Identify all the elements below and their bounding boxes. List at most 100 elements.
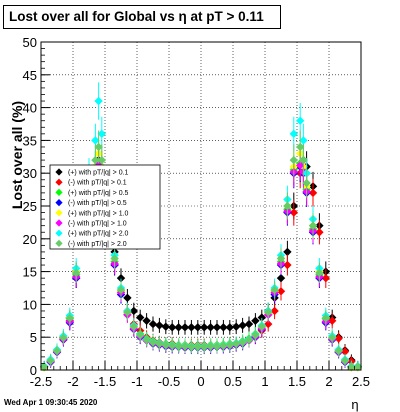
data-point	[270, 306, 279, 316]
x-tick-label: -0.5	[158, 374, 180, 389]
y-tick-label: 50	[23, 35, 37, 50]
data-point	[123, 293, 132, 303]
legend-label: (-) with pT/|q| > 1.0	[68, 221, 127, 228]
data-point	[148, 338, 158, 347]
x-tick-label: -1.5	[94, 374, 116, 389]
data-point	[244, 335, 254, 345]
data-point	[276, 254, 286, 263]
y-tick-label: 0	[30, 363, 37, 378]
data-point	[334, 346, 343, 356]
x-tick-label: 1.5	[288, 374, 306, 389]
data-point	[308, 221, 318, 230]
data-point	[161, 322, 170, 331]
x-tick-label: -1	[131, 374, 143, 389]
y-tick-label: 40	[23, 101, 37, 116]
data-point	[264, 319, 273, 329]
data-point	[296, 161, 305, 170]
legend-marker	[55, 168, 63, 176]
data-point	[328, 333, 337, 343]
data-point	[299, 155, 308, 165]
legend-label: (+) with pT/|q| > 1.0	[68, 210, 129, 217]
data-point	[187, 323, 196, 332]
data-point	[283, 260, 292, 270]
y-tick-label: 25	[23, 199, 37, 214]
data-point	[238, 321, 247, 330]
y-tick-label: 5	[30, 330, 37, 345]
data-point	[116, 285, 126, 295]
data-point	[276, 273, 286, 283]
data-point	[155, 339, 164, 348]
legend-marker	[55, 188, 63, 196]
legend-label: (+) with pT/|q| > 0.1	[68, 170, 129, 177]
data-point	[251, 331, 260, 340]
data-point	[257, 313, 266, 322]
data-point	[289, 208, 298, 217]
data-point	[129, 322, 138, 331]
x-tick-label: 1	[261, 374, 268, 389]
data-point	[340, 347, 350, 356]
y-tick-label: 20	[23, 232, 37, 247]
legend-label: (-) with pT/|q| > 2.0	[68, 241, 127, 248]
data-point	[251, 316, 260, 325]
data-point	[206, 342, 215, 351]
data-point	[168, 323, 177, 332]
data-point	[72, 268, 81, 278]
data-point	[225, 323, 234, 332]
data-point	[97, 129, 106, 139]
legend-marker	[55, 229, 63, 237]
data-point	[142, 335, 151, 345]
y-tick-label: 35	[23, 133, 37, 148]
data-point	[296, 116, 305, 125]
data-point	[276, 287, 286, 296]
data-point	[180, 342, 190, 351]
x-tick-label: -2	[67, 374, 79, 389]
data-point	[353, 362, 362, 371]
data-point	[40, 362, 49, 371]
data-point	[206, 323, 215, 332]
data-point	[65, 313, 74, 323]
data-markers	[40, 82, 362, 372]
data-point	[142, 316, 151, 325]
data-point	[155, 321, 164, 330]
y-axis-label: Lost over all (%)	[9, 101, 25, 209]
data-point	[308, 188, 318, 198]
x-tick-label: 0.5	[224, 374, 242, 389]
data-point	[116, 273, 126, 283]
data-point	[212, 342, 222, 351]
data-point	[334, 334, 343, 343]
data-point	[174, 342, 183, 351]
series-7	[40, 130, 362, 371]
data-point	[187, 342, 196, 352]
data-point	[97, 155, 106, 165]
data-point	[238, 338, 247, 347]
data-point	[200, 323, 209, 332]
data-point	[91, 136, 100, 145]
y-tick-label: 10	[23, 297, 37, 312]
data-point	[212, 323, 222, 332]
data-point	[219, 341, 228, 350]
data-point	[136, 331, 145, 340]
data-point	[193, 342, 202, 352]
data-point	[94, 142, 103, 152]
data-point	[283, 247, 292, 257]
legend: (+) with pT/|q| > 0.1 (-) with pT/|q| > 0…	[49, 164, 161, 250]
legend-marker	[55, 219, 63, 227]
timestamp: Wed Apr 1 09:30:45 2020	[4, 398, 98, 407]
data-point	[257, 322, 266, 331]
data-point	[264, 308, 273, 317]
x-tick-label: 2	[325, 374, 332, 389]
x-tick-label: 0	[197, 374, 204, 389]
data-point	[52, 346, 62, 356]
data-point	[46, 356, 55, 366]
data-point	[321, 313, 330, 323]
legend-label: (-) with pT/|q| > 0.5	[68, 200, 127, 207]
legend-box	[49, 164, 161, 250]
data-point	[328, 316, 337, 325]
legend-label: (-) with pT/|q| > 0.1	[68, 180, 127, 187]
data-point	[347, 362, 356, 371]
data-point	[270, 285, 279, 295]
axis-ticks: -2.5 -2 -1.5 -1 -0.5 0 0.5 1 1.5 2 2.5 0 5 10 15 20 25 30…	[23, 35, 371, 389]
legend-label: (+) with pT/|q| > 0.5	[68, 190, 129, 197]
data-point	[148, 319, 158, 329]
